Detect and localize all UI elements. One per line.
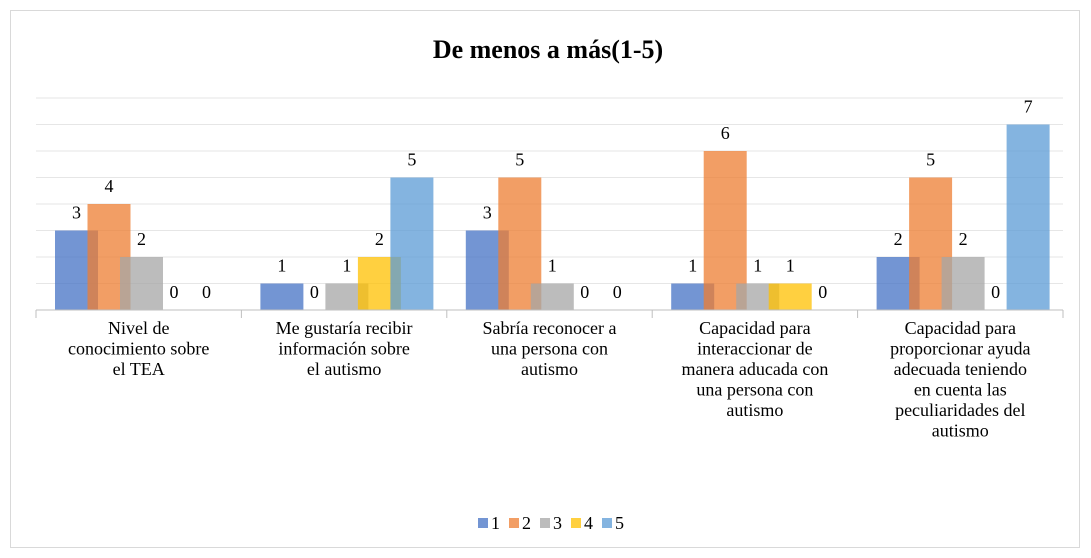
data-label: 2 [894,229,903,249]
legend-label: 3 [553,513,562,533]
bar [768,283,812,310]
data-label: 1 [277,256,286,276]
data-label: 1 [753,256,762,276]
legend-swatch [540,518,550,528]
data-label: 5 [515,150,524,170]
bar [530,283,574,310]
x-tick-label: Sabría reconocer a una persona con autismo [483,318,617,379]
data-label: 2 [375,229,384,249]
legend-swatch [571,518,581,528]
data-label: 1 [688,256,697,276]
legend-label: 1 [491,513,500,533]
data-label: 5 [407,150,416,170]
x-tick-label: Nivel de conocimiento sobre el TEA [68,318,209,379]
data-label: 0 [202,282,211,302]
data-label: 5 [926,150,935,170]
data-label: 4 [105,176,114,196]
data-label: 1 [786,256,795,276]
legend-label: 4 [584,513,593,533]
legend-label: 2 [522,513,531,533]
bar [1006,124,1050,310]
legend-label: 5 [615,513,624,533]
data-label: 0 [613,282,622,302]
x-tick-label: Capacidad para interaccionar de manera adu… [681,318,828,420]
data-label: 0 [170,282,179,302]
data-label: 7 [1024,97,1033,117]
bar [941,257,985,310]
data-label: 6 [721,123,730,143]
bar [120,257,163,310]
legend-swatch [478,518,488,528]
data-label: 2 [137,229,146,249]
data-label: 0 [310,282,319,302]
data-label: 0 [991,282,1000,302]
data-label: 1 [342,256,351,276]
x-tick-label: Capacidad para proporcionar ayuda adecuada… [890,318,1030,441]
data-label: 1 [548,256,557,276]
data-label: 0 [818,282,827,302]
legend-swatch [509,518,519,528]
x-tick-label: Me gustaría recibir información sobre el a… [276,318,413,379]
chart-title: De menos a más(1-5) [433,35,663,64]
data-label: 3 [483,203,492,223]
data-label: 3 [72,203,81,223]
data-label: 2 [959,229,968,249]
bar [260,283,304,310]
data-label: 0 [580,282,589,302]
legend-swatch [602,518,612,528]
bar [390,177,434,310]
